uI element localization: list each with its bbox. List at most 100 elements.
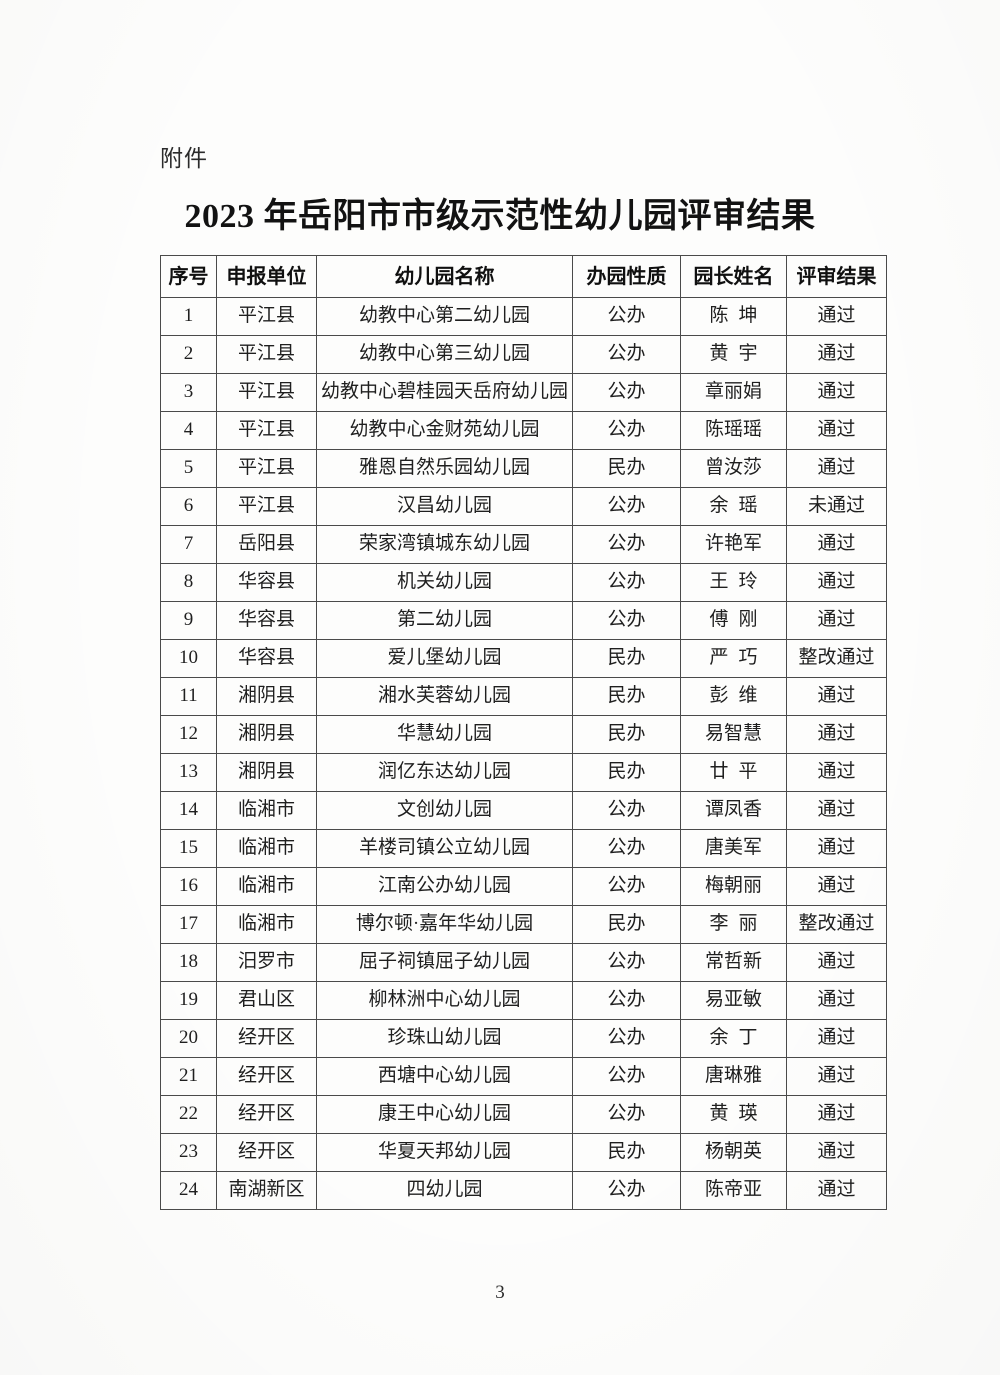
cell-unit: 临湘市 [216,829,317,868]
cell-unit: 经开区 [216,1019,317,1058]
cell-unit: 临湘市 [216,791,317,830]
cell-kindergarten-name: 汉昌幼儿园 [316,487,573,526]
cell-index: 19 [160,981,217,1020]
cell-nature: 公办 [572,373,681,412]
table-row: 1 平江县 幼教中心第二幼儿园 公办 陈坤 通过 [160,297,887,336]
cell-result: 通过 [786,1095,887,1134]
cell-nature: 公办 [572,867,681,906]
column-header-nature: 办园性质 [572,255,681,298]
cell-index: 24 [160,1171,217,1210]
table-row: 22 经开区 康王中心幼儿园 公办 黄瑛 通过 [160,1095,887,1134]
cell-result: 通过 [786,677,887,716]
cell-unit: 平江县 [216,373,317,412]
cell-result: 通过 [786,601,887,640]
cell-nature: 民办 [572,905,681,944]
cell-principal-name: 唐美军 [680,829,787,868]
cell-index: 1 [160,297,217,336]
table-row: 10 华容县 爱儿堡幼儿园 民办 严巧 整改通过 [160,639,887,678]
cell-result: 通过 [786,715,887,754]
cell-result: 通过 [786,943,887,982]
cell-result: 通过 [786,753,887,792]
column-header-result: 评审结果 [786,255,887,298]
cell-index: 6 [160,487,217,526]
cell-index: 8 [160,563,217,602]
cell-kindergarten-name: 幼教中心金财苑幼儿园 [316,411,573,450]
page-title: 2023 年岳阳市市级示范性幼儿园评审结果 [184,198,816,235]
cell-principal-name: 陈帝亚 [680,1171,787,1210]
cell-result: 通过 [786,1057,887,1096]
cell-index: 15 [160,829,217,868]
cell-kindergarten-name: 博尔顿·嘉年华幼儿园 [316,905,573,944]
table-row: 4 平江县 幼教中心金财苑幼儿园 公办 陈瑶瑶 通过 [160,411,887,450]
table-row: 24 南湖新区 四幼儿园 公办 陈帝亚 通过 [160,1171,887,1210]
column-header-unit: 申报单位 [216,255,317,298]
table-row: 20 经开区 珍珠山幼儿园 公办 余丁 通过 [160,1019,887,1058]
cell-unit: 华容县 [216,563,317,602]
table-row: 7 岳阳县 荣家湾镇城东幼儿园 公办 许艳军 通过 [160,525,887,564]
cell-principal-name: 陈坤 [680,297,787,336]
cell-principal-name: 曾汝莎 [680,449,787,488]
cell-result: 通过 [786,563,887,602]
cell-principal-name: 常哲新 [680,943,787,982]
cell-index: 9 [160,601,217,640]
table-row: 21 经开区 西塘中心幼儿园 公办 唐琳雅 通过 [160,1057,887,1096]
table-row: 5 平江县 雅恩自然乐园幼儿园 民办 曾汝莎 通过 [160,449,887,488]
cell-principal-name: 廿平 [680,753,787,792]
table-row: 12 湘阴县 华慧幼儿园 民办 易智慧 通过 [160,715,887,754]
cell-kindergarten-name: 爱儿堡幼儿园 [316,639,573,678]
cell-unit: 临湘市 [216,867,317,906]
cell-nature: 公办 [572,829,681,868]
cell-result: 通过 [786,1133,887,1172]
cell-unit: 经开区 [216,1095,317,1134]
cell-result: 通过 [786,373,887,412]
cell-unit: 岳阳县 [216,525,317,564]
cell-kindergarten-name: 康王中心幼儿园 [316,1095,573,1134]
cell-index: 2 [160,335,217,374]
cell-nature: 公办 [572,943,681,982]
cell-kindergarten-name: 羊楼司镇公立幼儿园 [316,829,573,868]
cell-nature: 民办 [572,677,681,716]
cell-result: 通过 [786,525,887,564]
cell-result: 整改通过 [786,905,887,944]
table-row: 23 经开区 华夏天邦幼儿园 民办 杨朝英 通过 [160,1133,887,1172]
cell-nature: 民办 [572,639,681,678]
cell-index: 20 [160,1019,217,1058]
table-header-row: 序号 申报单位 幼儿园名称 办园性质 园长姓名 评审结果 [160,255,887,298]
cell-result: 通过 [786,829,887,868]
cell-index: 4 [160,411,217,450]
cell-result: 通过 [786,1171,887,1210]
cell-nature: 公办 [572,981,681,1020]
cell-unit: 汨罗市 [216,943,317,982]
cell-principal-name: 王玲 [680,563,787,602]
cell-kindergarten-name: 华慧幼儿园 [316,715,573,754]
cell-unit: 湘阴县 [216,753,317,792]
cell-index: 21 [160,1057,217,1096]
cell-principal-name: 余丁 [680,1019,787,1058]
cell-kindergarten-name: 机关幼儿园 [316,563,573,602]
cell-result: 通过 [786,981,887,1020]
cell-nature: 民办 [572,715,681,754]
cell-principal-name: 余瑶 [680,487,787,526]
cell-index: 23 [160,1133,217,1172]
cell-nature: 公办 [572,1019,681,1058]
page-number: 3 [495,1282,505,1303]
cell-nature: 公办 [572,601,681,640]
cell-unit: 南湖新区 [216,1171,317,1210]
cell-kindergarten-name: 荣家湾镇城东幼儿园 [316,525,573,564]
cell-kindergarten-name: 江南公办幼儿园 [316,867,573,906]
cell-unit: 湘阴县 [216,677,317,716]
cell-unit: 华容县 [216,601,317,640]
cell-nature: 公办 [572,297,681,336]
cell-index: 7 [160,525,217,564]
cell-unit: 经开区 [216,1057,317,1096]
cell-index: 18 [160,943,217,982]
cell-principal-name: 彭维 [680,677,787,716]
cell-nature: 公办 [572,1057,681,1096]
cell-nature: 公办 [572,1171,681,1210]
cell-index: 14 [160,791,217,830]
cell-principal-name: 易亚敏 [680,981,787,1020]
cell-kindergarten-name: 柳林洲中心幼儿园 [316,981,573,1020]
cell-principal-name: 陈瑶瑶 [680,411,787,450]
cell-principal-name: 许艳军 [680,525,787,564]
